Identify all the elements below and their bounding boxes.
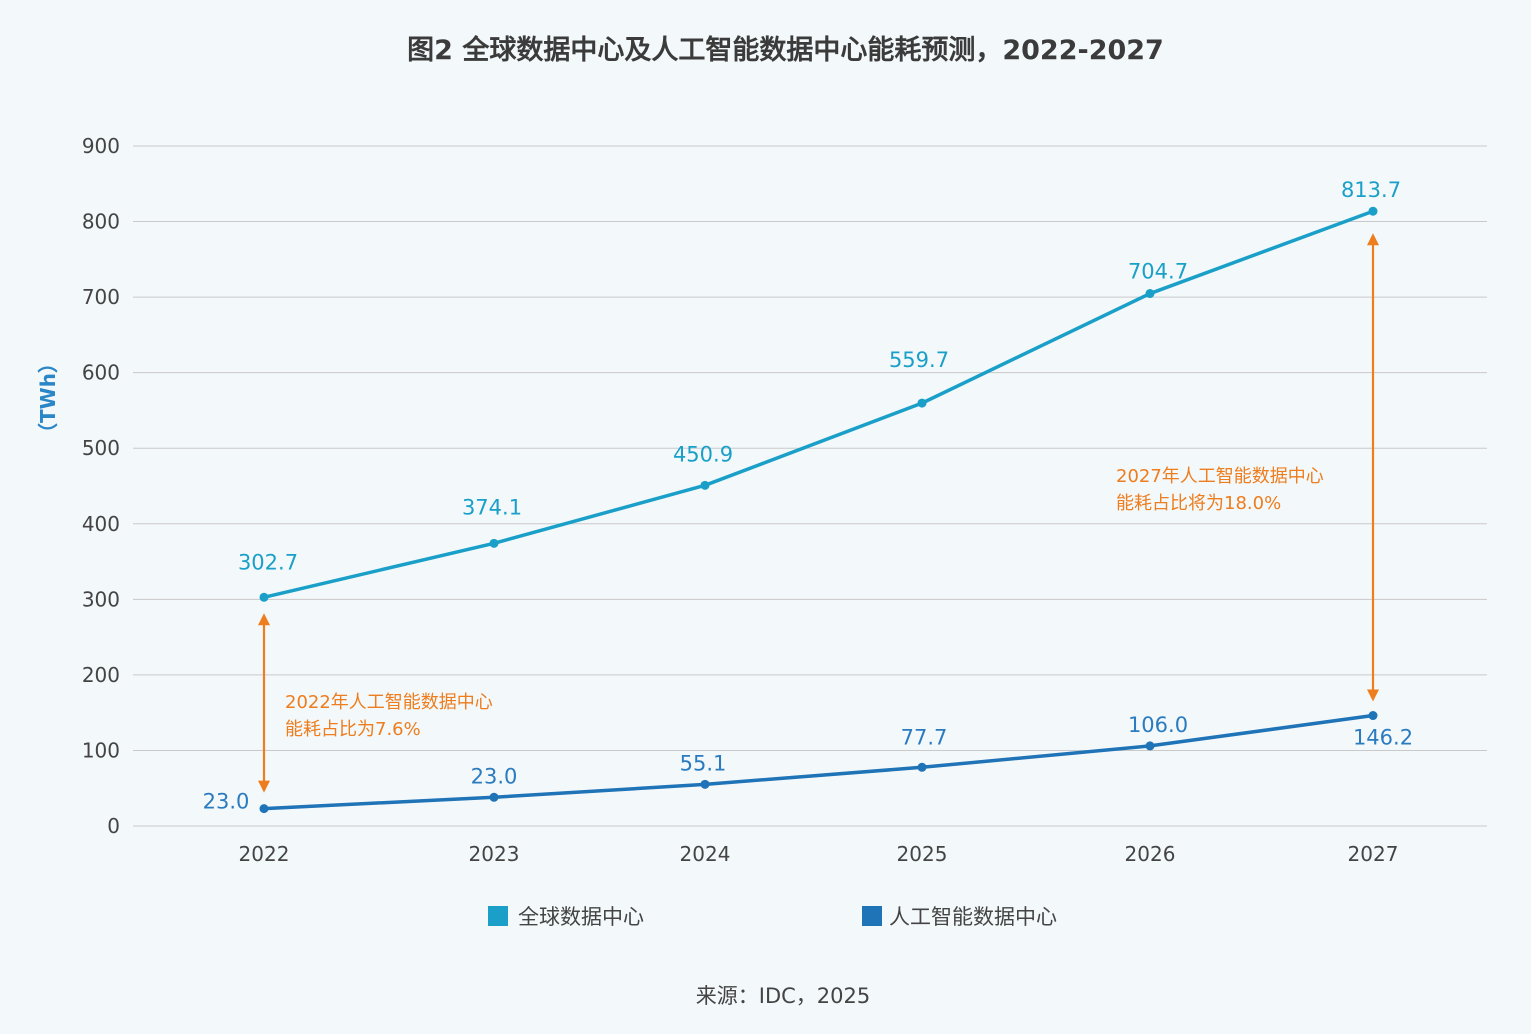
data-label: 450.9 (673, 442, 733, 466)
x-tick-label: 2026 (1125, 842, 1176, 866)
data-point (700, 779, 710, 789)
x-tick-label: 2024 (680, 842, 731, 866)
y-tick-label: 300 (82, 587, 120, 611)
source-note: 来源：IDC，2025 (695, 984, 871, 1008)
x-tick-label: 2023 (469, 842, 520, 866)
series-line-0 (263, 209, 1374, 599)
x-tick-label: 2022 (239, 842, 290, 866)
legend-label: 人工智能数据中心 (889, 905, 1057, 929)
y-tick-label: 500 (82, 436, 120, 460)
data-point (1368, 711, 1378, 721)
data-label: 55.1 (680, 751, 727, 775)
data-point (259, 592, 269, 602)
y-tick-label: 700 (82, 285, 120, 309)
data-label: 302.7 (238, 550, 298, 574)
arrow-head-up-icon (258, 613, 270, 626)
arrow-head-up-icon (1367, 233, 1379, 246)
data-point (917, 762, 927, 772)
legend-swatch (862, 906, 882, 926)
y-tick-label: 100 (82, 738, 120, 762)
data-label: 23.0 (203, 790, 250, 814)
x-axis-ticks: 2022 2023 2024 2025 2026 2027 (239, 842, 1399, 866)
legend: 全球数据中心 人工智能数据中心 (488, 905, 1057, 929)
series-line-1 (263, 713, 1374, 811)
chart-title: 图2 全球数据中心及人工智能数据中心能耗预测，2022-2027 (407, 35, 1164, 66)
arrow-head-down-icon (1367, 689, 1379, 702)
data-label: 106.0 (1128, 713, 1188, 737)
y-tick-label: 800 (82, 210, 120, 234)
y-axis-label: （TWh） (36, 353, 60, 443)
data-point (1145, 289, 1155, 299)
y-tick-label: 600 (82, 361, 120, 385)
arrow-head-down-icon (258, 780, 270, 793)
series-lines: 302.7 374.1 450.9 559.7 704.7 813.7 23.0 23.0 55… (203, 178, 1413, 813)
x-tick-label: 2025 (897, 842, 948, 866)
y-tick-label: 200 (82, 663, 120, 687)
legend-label: 全球数据中心 (518, 905, 644, 929)
data-label: 23.0 (471, 764, 518, 788)
annotation-text: 2022年人工智能数据中心 (285, 692, 493, 713)
data-point (489, 792, 499, 802)
annotation-text: 能耗占比为7.6% (285, 719, 421, 740)
gridlines (133, 145, 1487, 827)
data-label: 559.7 (889, 348, 949, 372)
data-point (489, 538, 499, 548)
data-label: 704.7 (1128, 260, 1188, 284)
data-label: 374.1 (462, 495, 522, 519)
data-point (917, 398, 927, 408)
annotation-text: 能耗占比将为18.0% (1116, 493, 1281, 514)
data-point (1368, 206, 1378, 216)
y-tick-label: 0 (107, 814, 120, 838)
y-axis-ticks: 0 100 200 300 400 500 600 700 800 900 (82, 134, 120, 838)
y-tick-label: 400 (82, 512, 120, 536)
y-tick-label: 900 (82, 134, 120, 158)
data-point (1145, 741, 1155, 751)
data-label: 813.7 (1341, 178, 1401, 202)
data-label: 77.7 (901, 725, 948, 749)
data-label: 146.2 (1353, 726, 1413, 750)
legend-swatch (488, 906, 508, 926)
data-point (700, 480, 710, 490)
annotation-text: 2027年人工智能数据中心 (1116, 466, 1324, 487)
x-tick-label: 2027 (1348, 842, 1399, 866)
data-point (259, 804, 269, 814)
